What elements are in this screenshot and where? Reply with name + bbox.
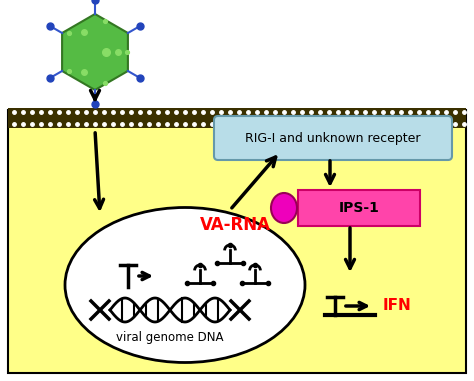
Ellipse shape [271, 193, 297, 223]
Bar [8, 108, 466, 128]
Ellipse shape [65, 208, 305, 362]
Text: IPS-1: IPS-1 [338, 201, 380, 215]
Text: RIG-I and unknown recepter: RIG-I and unknown recepter [245, 131, 421, 144]
FancyBboxPatch shape [214, 116, 452, 160]
Text: VA-RNA: VA-RNA [200, 216, 271, 234]
Text: viral genome DNA: viral genome DNA [116, 331, 224, 344]
Polygon shape [62, 14, 128, 90]
Text: IFN: IFN [383, 298, 412, 314]
FancyBboxPatch shape [298, 190, 420, 226]
Bar [8, 110, 466, 373]
